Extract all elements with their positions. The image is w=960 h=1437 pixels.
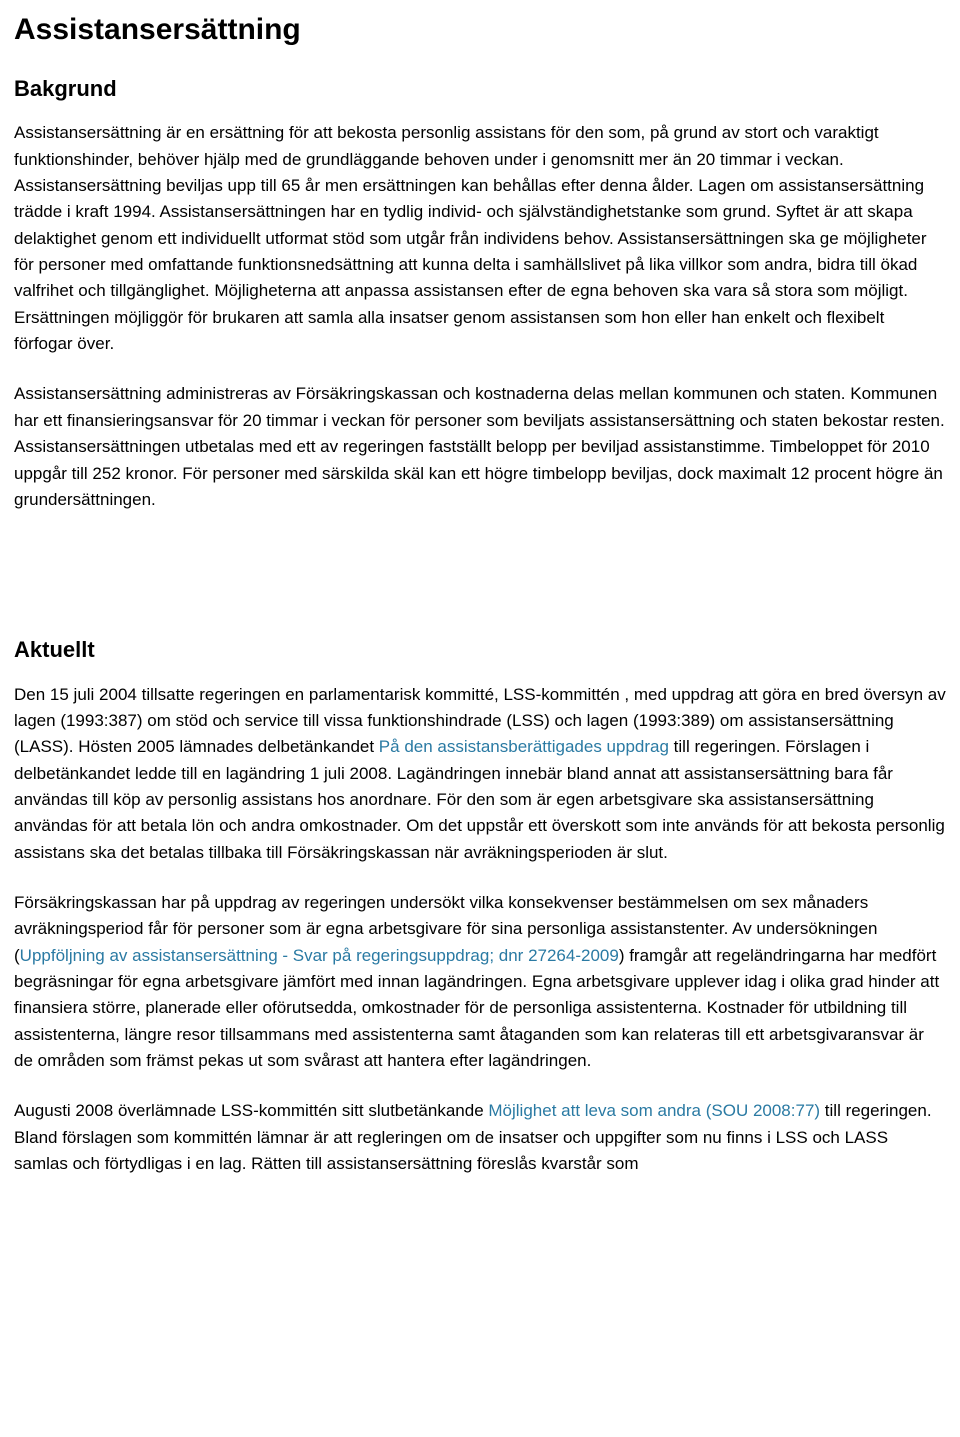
text-run: Augusti 2008 överlämnade LSS-kommittén s…	[14, 1101, 488, 1120]
link-uppfoljning[interactable]: Uppföljning av assistansersättning - Sva…	[20, 946, 619, 965]
aktuellt-paragraph-1: Den 15 juli 2004 tillsatte regeringen en…	[14, 682, 946, 866]
aktuellt-paragraph-3: Augusti 2008 överlämnade LSS-kommittén s…	[14, 1098, 946, 1177]
section-heading-aktuellt: Aktuellt	[14, 637, 946, 663]
aktuellt-paragraph-2: Försäkringskassan har på uppdrag av rege…	[14, 890, 946, 1074]
bakgrund-paragraph-2: Assistansersättning administreras av För…	[14, 381, 946, 513]
link-sou-2008-77[interactable]: Möjlighet att leva som andra (SOU 2008:7…	[488, 1101, 820, 1120]
bakgrund-paragraph-1: Assistansersättning är en ersättning för…	[14, 120, 946, 357]
link-delbetankande[interactable]: På den assistansberättigades uppdrag	[379, 737, 669, 756]
section-spacer	[14, 537, 946, 637]
page-title: Assistansersättning	[14, 12, 946, 48]
section-heading-bakgrund: Bakgrund	[14, 76, 946, 102]
